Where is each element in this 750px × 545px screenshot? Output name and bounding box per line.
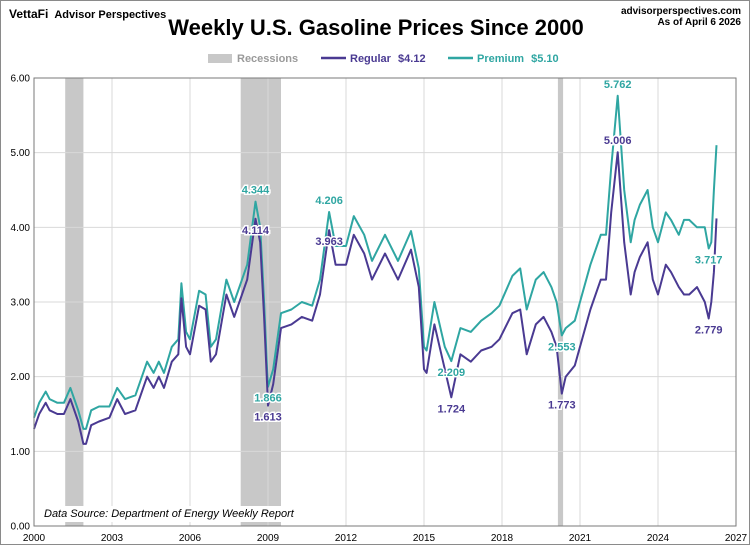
legend-premium-label: Premium $5.10 — [477, 53, 559, 65]
series-line-premium — [33, 94, 718, 430]
legend-premium-name: Premium — [477, 53, 524, 65]
data-label-2.553: 2.553 — [548, 341, 576, 353]
data-labels: 4.344 4.114 4.206 3.963 1.866 1.613 2.209 1.724… — [240, 77, 724, 425]
legend-recessions-label: Recessions — [237, 53, 298, 65]
axes: 0.00 1.00 2.00 3.00 4.00 5.00 6.00 2000 2003 2006… — [11, 74, 748, 545]
series-line-regular — [33, 151, 718, 445]
x-tick-2009: 2009 — [257, 533, 280, 544]
brand-name: Advisor Perspectives — [54, 9, 167, 21]
x-tick-2024: 2024 — [647, 533, 670, 544]
y-tick-3.00: 3.00 — [11, 298, 31, 309]
plot-border — [33, 77, 737, 527]
x-tick-2015: 2015 — [413, 533, 436, 544]
y-tick-0.00: 0.00 — [11, 522, 31, 533]
data-label-4.344: 4.344 — [242, 185, 270, 197]
y-tick-4.00: 4.00 — [11, 223, 31, 234]
data-label-1.613: 1.613 — [254, 412, 282, 424]
series-lines — [33, 94, 718, 445]
x-tick-2006: 2006 — [179, 533, 202, 544]
data-label-3.717: 3.717 — [695, 254, 723, 266]
brand-logo: VettaFi — [9, 7, 49, 21]
chart-title: Weekly U.S. Gasoline Prices Since 2000 — [168, 15, 584, 40]
data-label-1.866: 1.866 — [254, 393, 282, 405]
as-of-date: As of April 6 2026 — [657, 17, 741, 28]
y-tick-2.00: 2.00 — [11, 372, 31, 383]
x-tick-2027: 2027 — [725, 533, 748, 544]
x-tick-2018: 2018 — [491, 533, 514, 544]
x-tick-2012: 2012 — [335, 533, 358, 544]
data-label-4.114: 4.114 — [242, 225, 270, 237]
x-tick-2021: 2021 — [569, 533, 592, 544]
data-label-5.762: 5.762 — [604, 79, 632, 91]
data-source-note: Data Source: Department of Energy Weekly… — [39, 506, 299, 522]
legend-premium-value: $5.10 — [531, 53, 559, 65]
data-label-2.779: 2.779 — [695, 325, 723, 337]
data-label-1.773: 1.773 — [548, 400, 576, 412]
y-tick-1.00: 1.00 — [11, 447, 31, 458]
legend: Recessions Regular $4.12 Premium $5.10 — [208, 53, 559, 65]
data-label-2.209: 2.209 — [438, 367, 466, 379]
brand: VettaFi Advisor Perspectives — [9, 7, 166, 21]
data-label-4.206: 4.206 — [315, 195, 343, 207]
site-url: advisorperspectives.com — [620, 6, 741, 17]
legend-recessions-swatch — [208, 54, 232, 63]
legend-regular-value: $4.12 — [398, 53, 426, 65]
data-label-3.963: 3.963 — [315, 236, 343, 248]
legend-regular-name: Regular — [350, 53, 392, 65]
source-info: advisorperspectives.com As of April 6 20… — [621, 6, 741, 28]
data-label-5.006: 5.006 — [604, 135, 632, 147]
x-tick-2003: 2003 — [101, 533, 124, 544]
data-label-1.724: 1.724 — [438, 403, 466, 415]
x-tick-2000: 2000 — [23, 533, 46, 544]
y-tick-5.00: 5.00 — [11, 148, 31, 159]
y-tick-6.00: 6.00 — [11, 74, 31, 85]
legend-regular-label: Regular $4.12 — [350, 53, 426, 65]
